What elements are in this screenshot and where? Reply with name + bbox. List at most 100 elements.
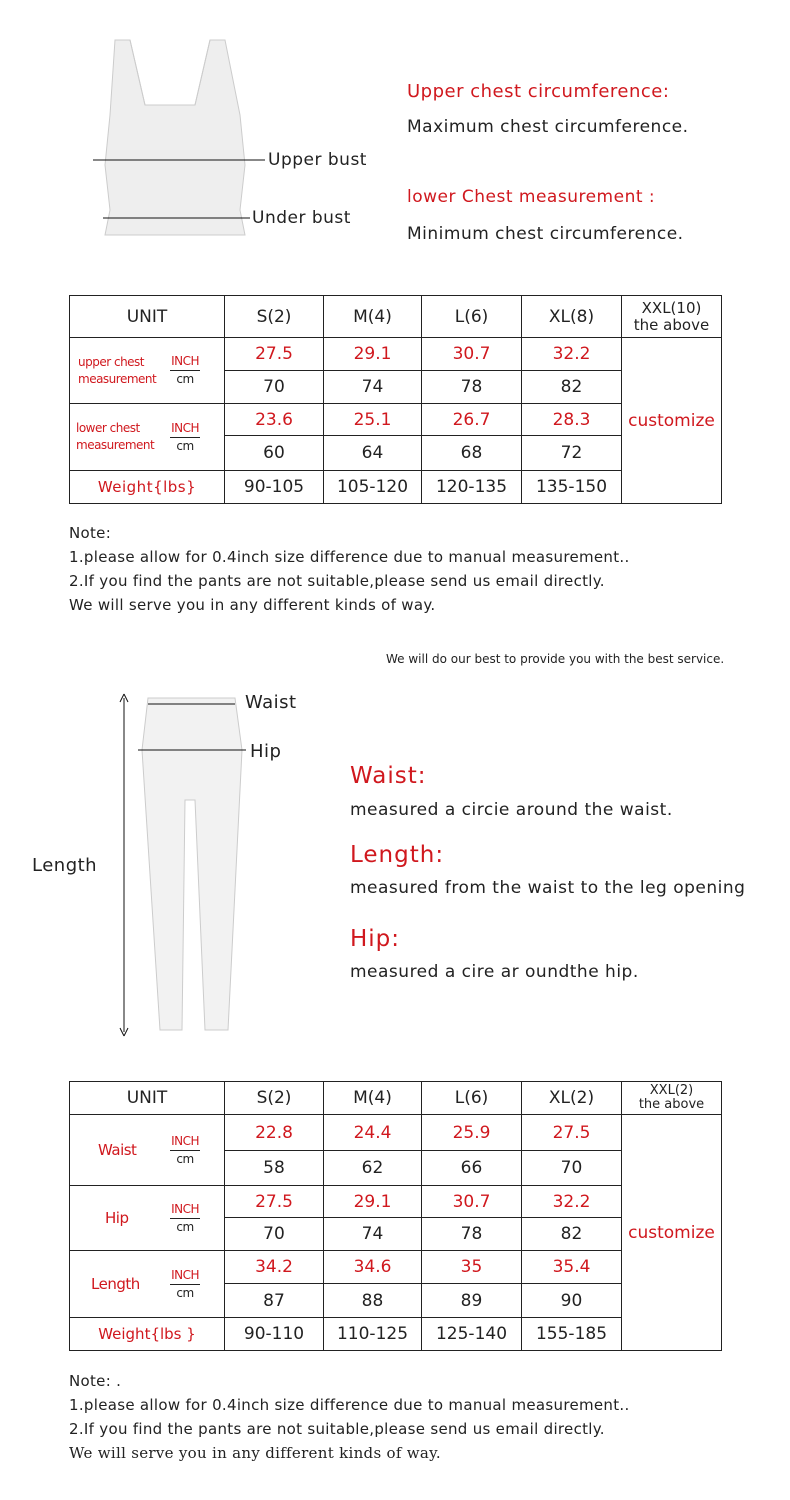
label-text: Length — [91, 1274, 140, 1293]
waist-label: Waist — [245, 692, 297, 713]
cell-cm: 66 — [421, 1150, 522, 1186]
unit-fraction: INCH cm — [170, 420, 200, 455]
cell-cm: 88 — [323, 1283, 422, 1318]
cell-weight: 90-110 — [224, 1317, 324, 1351]
cell-weight: 110-125 — [323, 1317, 422, 1351]
label-line: lower chest — [76, 421, 140, 436]
unit-fraction: INCH cm — [170, 1201, 200, 1236]
cell-inch: 27.5 — [224, 337, 324, 371]
cell-cm: 72 — [521, 435, 622, 471]
cell-customize: customize — [621, 1114, 722, 1351]
row-label-waist: Waist INCH cm — [69, 1114, 225, 1186]
cell-weight: 125-140 — [421, 1317, 522, 1351]
cell-inch: 27.5 — [521, 1114, 622, 1151]
unit-inch: INCH — [170, 353, 200, 371]
cell-cm: 87 — [224, 1283, 324, 1318]
note-line: 1.please allow for 0.4inch size differen… — [69, 1396, 630, 1414]
weight-label: Weight{lbs } — [69, 1317, 225, 1351]
unit-cm: cm — [176, 1219, 194, 1234]
header-unit: UNIT — [69, 1081, 225, 1115]
cell-inch: 23.6 — [224, 403, 324, 436]
row-label-length: Length INCH cm — [69, 1250, 225, 1318]
cell-inch: 24.4 — [323, 1114, 422, 1151]
cell-cm: 70 — [224, 1217, 324, 1251]
cell-inch: 35 — [421, 1250, 522, 1284]
cell-inch: 27.5 — [224, 1185, 324, 1218]
under-bust-label: Under bust — [252, 208, 351, 228]
lower-chest-title: lower Chest measurement : — [407, 187, 656, 207]
cell-cm: 68 — [421, 435, 522, 471]
cell-cm: 58 — [224, 1150, 324, 1186]
upper-chest-desc: Maximum chest circumference. — [407, 117, 689, 137]
unit-inch: INCH — [170, 1201, 200, 1219]
unit-inch: INCH — [170, 1133, 200, 1151]
cell-cm: 64 — [323, 435, 422, 471]
service-text: We will do our best to provide you with … — [386, 652, 725, 666]
cell-inch: 34.6 — [323, 1250, 422, 1284]
upper-chest-title: Upper chest circumference: — [407, 81, 670, 102]
header-size: S(2) — [224, 1081, 324, 1115]
weight-label: Weight{lbs} — [69, 470, 225, 504]
row-label-lower-chest: lower chest measurement INCH cm — [69, 403, 225, 471]
unit-cm: cm — [176, 438, 194, 453]
cell-inch: 28.3 — [521, 403, 622, 436]
note-line: Note: — [69, 524, 112, 542]
waist-desc: measured a circie around the waist. — [350, 800, 673, 820]
cell-inch: 34.2 — [224, 1250, 324, 1284]
cell-weight: 120-135 — [421, 470, 522, 504]
cell-inch: 32.2 — [521, 1185, 622, 1218]
label-line: measurement — [76, 438, 155, 452]
cell-inch: 29.1 — [323, 1185, 422, 1218]
cell-inch: 32.2 — [521, 337, 622, 371]
note-line: 2.If you find the pants are not suitable… — [69, 1420, 605, 1438]
header-size: S(2) — [224, 295, 324, 338]
cell-cm: 74 — [323, 1217, 422, 1251]
hip-label: Hip — [250, 741, 282, 762]
label-line: measurement — [78, 371, 157, 386]
lower-chest-desc: Minimum chest circumference. — [407, 224, 684, 244]
cell-cm: 82 — [521, 370, 622, 404]
header-size: M(4) — [323, 295, 422, 338]
unit-cm: cm — [176, 1285, 194, 1300]
cell-cm: 70 — [224, 370, 324, 404]
note-line: We will serve you in any different kinds… — [69, 1444, 441, 1462]
cell-inch: 25.9 — [421, 1114, 522, 1151]
cell-weight: 135-150 — [521, 470, 622, 504]
header-size-xxl: XXL(10) the above — [621, 295, 722, 338]
cell-cm: 62 — [323, 1150, 422, 1186]
cell-inch: 35.4 — [521, 1250, 622, 1284]
note-line: Note: . — [69, 1372, 122, 1390]
cell-inch: 30.7 — [421, 1185, 522, 1218]
unit-cm: cm — [176, 1151, 194, 1166]
unit-inch: INCH — [170, 1267, 200, 1285]
cell-weight: 105-120 — [323, 470, 422, 504]
label-line: upper chest — [78, 354, 145, 369]
cell-cm: 89 — [421, 1283, 522, 1318]
header-size: L(6) — [421, 295, 522, 338]
header-xxl-line1: XXL(2) — [649, 1083, 694, 1098]
unit-inch: INCH — [170, 420, 200, 438]
header-size-xxl: XXL(2) the above — [621, 1081, 722, 1115]
cell-inch: 29.1 — [323, 337, 422, 371]
pants-notes: Note: . 1.please allow for 0.4inch size … — [69, 1369, 630, 1465]
cell-inch: 26.7 — [421, 403, 522, 436]
note-line: 2.If you find the pants are not suitable… — [69, 572, 605, 590]
header-size: L(6) — [421, 1081, 522, 1115]
length-title: Length: — [350, 842, 445, 868]
row-label-hip: Hip INCH cm — [69, 1185, 225, 1251]
length-desc: measured from the waist to the leg openi… — [350, 878, 746, 898]
header-xxl-line2: the above — [638, 1097, 705, 1112]
waist-title: Waist: — [350, 763, 427, 789]
cell-cm: 78 — [421, 370, 522, 404]
cell-cm: 70 — [521, 1150, 622, 1186]
note-line: 1.please allow for 0.4inch size differen… — [69, 548, 630, 566]
cell-cm: 74 — [323, 370, 422, 404]
unit-fraction: INCH cm — [170, 1133, 200, 1168]
leggings-illustration — [119, 693, 246, 1037]
cell-cm: 90 — [521, 1283, 622, 1318]
header-unit: UNIT — [69, 295, 225, 338]
sports-bra-illustration — [93, 39, 265, 236]
header-size: XL(2) — [521, 1081, 622, 1115]
row-label-upper-chest: upper chest measurement INCH cm — [69, 337, 225, 404]
header-size: XL(8) — [521, 295, 622, 338]
